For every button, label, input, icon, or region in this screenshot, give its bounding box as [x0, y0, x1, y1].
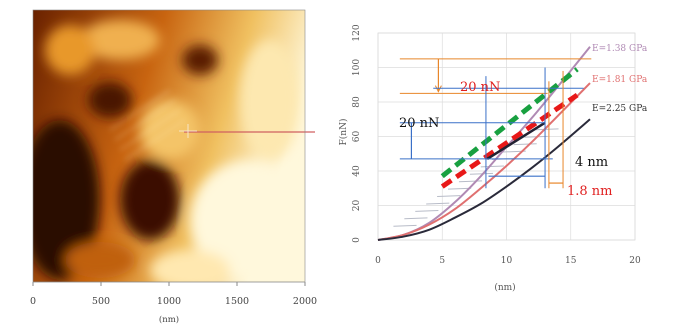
data-scatter-trace — [480, 165, 504, 168]
annotation-top-force: 20 nN — [460, 80, 500, 95]
x-tick-label: 5 — [439, 256, 445, 266]
data-scatter-trace — [513, 143, 537, 146]
data-scatter-trace — [426, 202, 450, 205]
arrow-orange-head — [434, 85, 442, 93]
annotation-disp-red: 1.8 nm — [567, 184, 613, 199]
afm-x-tick: 500 — [92, 296, 110, 307]
afm-image-area — [33, 10, 305, 282]
data-scatter-trace — [535, 128, 559, 131]
data-scatter-trace — [469, 172, 494, 175]
y-tick-label: 60 — [352, 131, 362, 143]
legend-e225: E=2.25 GPa — [592, 104, 648, 114]
chart-text-labels: F(nN) (nm) E=1.38 GPa E=1.81 GPa E=2.25 … — [338, 44, 648, 293]
chart-annotations — [399, 58, 592, 189]
y-tick-label: 80 — [352, 96, 362, 108]
legend-e138: E=1.38 GPa — [592, 44, 648, 54]
force-indentation-chart: 0 20 40 60 80 100 120 0 5 10 15 20 F(nN) (nm) E=1.3… — [338, 24, 648, 293]
series-curve-3 — [377, 118, 591, 241]
chart-curves — [377, 46, 591, 241]
chart-axes: 0 20 40 60 80 100 120 0 5 10 15 20 — [352, 24, 641, 266]
data-scatter-trace — [448, 187, 472, 190]
y-tick-label: 100 — [352, 59, 362, 76]
series-curve-2 — [377, 82, 591, 241]
y-axis-label: F(nN) — [338, 119, 349, 146]
x-tick-label: 10 — [501, 256, 513, 266]
afm-x-tick: 1000 — [157, 296, 181, 307]
annotation-disp-black: 4 nm — [575, 155, 608, 170]
x-tick-label: 20 — [629, 256, 641, 266]
fit-line-2 — [440, 93, 579, 189]
y-tick-label: 120 — [352, 24, 362, 41]
x-tick-label: 15 — [565, 256, 577, 266]
data-scatter-trace — [458, 180, 483, 183]
afm-topography-image: 0 500 1000 1500 2000 (nm) — [30, 9, 317, 325]
annotation-mid-force: 20 nN — [399, 116, 439, 131]
y-tick-label: 0 — [352, 237, 362, 243]
fit-line-3 — [486, 121, 546, 160]
legend-e181: E=1.81 GPa — [592, 75, 648, 85]
data-scatter-trace — [404, 217, 428, 220]
afm-x-tick: 1500 — [225, 296, 249, 307]
x-axis-label: (nm) — [494, 282, 515, 293]
y-tick-label: 40 — [352, 165, 362, 177]
data-scatter-trace — [437, 195, 461, 198]
chart-grid — [377, 32, 636, 241]
y-tick-label: 20 — [352, 200, 362, 212]
afm-x-unit: (nm) — [159, 314, 179, 325]
data-scatter-trace — [415, 210, 439, 212]
data-scatter-trace — [393, 224, 417, 227]
x-tick-label: 0 — [375, 256, 381, 266]
afm-x-tick: 2000 — [293, 296, 317, 307]
afm-x-tick: 0 — [30, 296, 36, 307]
afm-x-axis: 0 500 1000 1500 2000 (nm) — [30, 281, 317, 325]
